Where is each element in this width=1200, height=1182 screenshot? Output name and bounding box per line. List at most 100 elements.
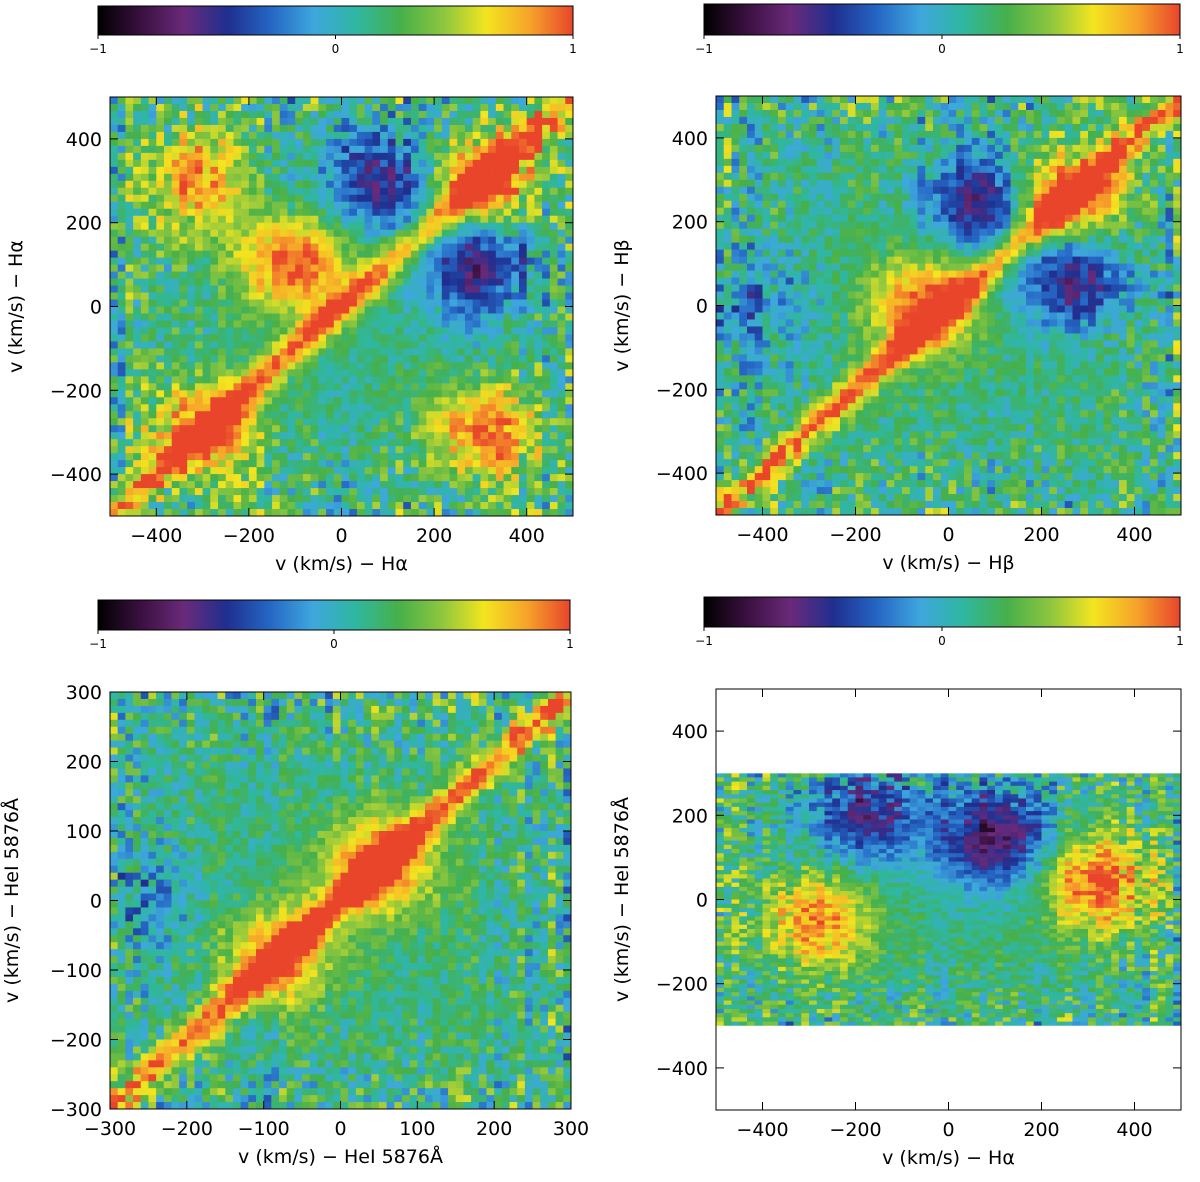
heatmap-cell: [187, 495, 196, 503]
heatmap-cell: [526, 334, 535, 342]
heatmap-cell: [511, 320, 520, 328]
heatmap-cell: [495, 502, 504, 510]
heatmap-cell: [156, 166, 165, 175]
heatmap-cell: [785, 284, 794, 292]
heatmap-cell: [210, 320, 219, 328]
heatmap-cell: [387, 180, 396, 189]
heatmap-cell: [871, 319, 880, 327]
heatmap-cell: [380, 229, 389, 238]
heatmap-cell: [256, 306, 265, 314]
heatmap-cell: [855, 96, 864, 104]
heatmap-cell: [793, 130, 802, 139]
heatmap-cell: [441, 467, 450, 475]
heatmap-cell: [754, 340, 763, 348]
heatmap-cell: [472, 306, 481, 314]
heatmap-cell: [801, 221, 810, 230]
heatmap-cell: [565, 292, 573, 300]
heatmap-cell: [156, 187, 165, 196]
heatmap-cell: [179, 306, 188, 314]
heatmap-cell: [801, 354, 810, 362]
heatmap-cell: [387, 362, 396, 370]
heatmap-cell: [380, 488, 389, 496]
heatmap-cell: [387, 194, 396, 203]
heatmap-cell: [495, 474, 504, 482]
heatmap-cell: [418, 348, 427, 356]
heatmap-cell: [549, 453, 558, 461]
heatmap-cell: [816, 186, 825, 195]
heatmap-cell: [349, 397, 358, 405]
heatmap-cell: [557, 474, 566, 482]
heatmap-cell: [295, 187, 304, 196]
heatmap-cell: [403, 173, 412, 182]
heatmap-cell: [542, 208, 551, 217]
heatmap-cell: [565, 180, 573, 189]
heatmap-cell: [464, 481, 474, 489]
heatmap-cell: [426, 166, 435, 175]
heatmap-cell: [762, 417, 771, 425]
heatmap-cell: [731, 298, 740, 306]
heatmap-cell: [341, 404, 350, 412]
heatmap-cell: [534, 138, 543, 147]
heatmap-cell: [549, 243, 558, 252]
heatmap-cell: [778, 291, 787, 299]
heatmap-cell: [171, 145, 180, 154]
heatmap-cell: [140, 362, 149, 370]
heatmap-cell: [747, 242, 756, 251]
heatmap-cell: [871, 480, 880, 488]
heatmap-cell: [855, 207, 864, 216]
heatmap-cell: [754, 347, 763, 355]
heatmap-cell: [511, 243, 520, 252]
heatmap-cell: [426, 278, 435, 286]
heatmap-cell: [264, 110, 273, 119]
heatmap-cell: [801, 186, 810, 195]
heatmap-cell: [133, 467, 142, 475]
heatmap-cell: [341, 117, 350, 126]
heatmap-cell: [847, 277, 856, 285]
heatmap-cell: [395, 439, 404, 447]
heatmap-cell: [110, 103, 119, 112]
heatmap-cell: [754, 284, 763, 292]
heatmap-cell: [526, 320, 535, 328]
heatmap-cell: [434, 327, 443, 335]
heatmap-cell: [770, 228, 779, 237]
heatmap-cell: [816, 361, 825, 369]
heatmap-cell: [210, 229, 219, 238]
heatmap-cell: [302, 348, 312, 356]
heatmap-cell: [194, 467, 203, 475]
heatmap-cell: [302, 432, 312, 440]
heatmap-cell: [295, 173, 304, 182]
heatmap-cell: [372, 229, 381, 238]
heatmap-cell: [824, 291, 833, 299]
heatmap-cell: [279, 383, 288, 391]
heatmap-cell: [194, 488, 203, 496]
heatmap-cell: [225, 320, 234, 328]
heatmap-cell: [110, 264, 119, 272]
heatmap-cell: [194, 152, 203, 161]
heatmap-cell: [218, 481, 227, 489]
heatmap-cell: [863, 473, 872, 481]
heatmap-cell: [380, 194, 389, 203]
heatmap-cell: [847, 228, 856, 237]
heatmap-cell: [840, 193, 849, 202]
heatmap-cell: [871, 396, 880, 404]
heatmap-cell: [518, 236, 528, 245]
heatmap-cell: [248, 327, 258, 335]
heatmap-cell: [356, 166, 366, 175]
heatmap-cell: [133, 327, 142, 335]
heatmap-cell: [218, 334, 227, 342]
heatmap-cell: [855, 480, 864, 488]
heatmap-cell: [202, 369, 211, 377]
heatmap-cell: [534, 481, 543, 489]
heatmap-cell: [171, 194, 180, 203]
heatmap-cell: [287, 187, 296, 196]
heatmap-cell: [164, 467, 173, 475]
heatmap-cell: [526, 432, 535, 440]
heatmap-cell: [723, 375, 732, 383]
heatmap-cell: [809, 298, 818, 306]
heatmap-cell: [364, 110, 373, 119]
heatmap-cell: [326, 509, 335, 516]
heatmap-cell: [739, 165, 748, 174]
heatmap-cell: [133, 208, 142, 217]
heatmap-cell: [125, 481, 134, 489]
heatmap-cell: [295, 236, 304, 245]
